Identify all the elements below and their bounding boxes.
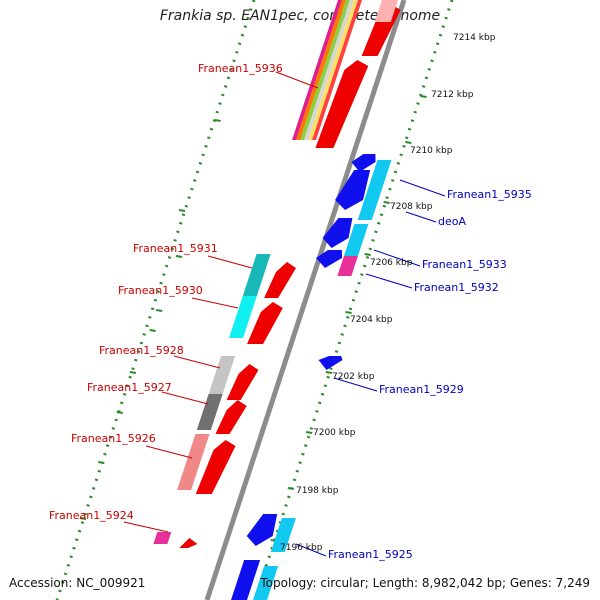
gene-franean1-5928b[interactable] (226, 364, 259, 400)
tick-dash (305, 431, 313, 434)
map-title: Frankia sp. EAN1pec, complete genome (159, 8, 441, 24)
gene-plus-a[interactable] (351, 154, 376, 172)
leader-line-minus (173, 355, 221, 369)
gene-franean1-5926[interactable] (177, 434, 210, 490)
gene-franean1-5929[interactable] (318, 356, 343, 370)
tick-dash (364, 253, 371, 256)
tick-dash (383, 201, 390, 204)
tick-dash (175, 255, 183, 258)
gene-labels: 7214 kbp 7212 kbp 7210 kbp 7208 kbp 7206 kbp… (49, 33, 532, 561)
gene-franean1-5926b[interactable] (195, 440, 236, 494)
gene-franean1-5925-a[interactable] (246, 514, 278, 546)
tick-dash (149, 329, 156, 332)
plus-strand-genes (231, 154, 392, 600)
rna-stripe[interactable] (312, 0, 362, 140)
leader-line-plus (373, 249, 421, 267)
gene-deoA[interactable] (343, 224, 369, 256)
gene-label-plus-2[interactable]: Franean1_5933 (422, 258, 507, 271)
leader-line-plus (405, 211, 437, 223)
tick-label-2: 7210 kbp (410, 146, 453, 156)
tick-dash (287, 487, 294, 490)
leader-line-plus (333, 377, 378, 392)
tick-label-4: 7206 kbp (370, 258, 413, 268)
accession-text: Accession: NC_009921 (9, 576, 146, 590)
leader-line-minus (191, 297, 239, 309)
tick-dash (98, 461, 105, 464)
tick-dash (116, 411, 123, 414)
leader-line-minus (275, 71, 319, 89)
label-leader-lines (123, 71, 446, 557)
gene-franean1-5931[interactable] (242, 254, 271, 296)
gene-label-minus-2[interactable]: Franean1_5930 (118, 284, 203, 297)
tick-marks (79, 95, 427, 542)
tick-label-7: 7200 kbp (313, 428, 356, 438)
rna-stripe[interactable] (308, 0, 358, 140)
leader-line-minus (207, 255, 253, 269)
gene-label-minus-3[interactable]: Franean1_5928 (99, 344, 184, 357)
tick-dash (178, 209, 186, 212)
tick-dash (325, 371, 333, 374)
tick-dash (214, 119, 221, 122)
gene-plus-e[interactable] (231, 560, 261, 600)
gene-franean1-5936[interactable] (315, 60, 369, 148)
leader-line-minus (145, 445, 193, 459)
tick-label-0: 7214 kbp (453, 33, 496, 43)
gene-franean1-5924b[interactable] (176, 538, 198, 548)
gene-plus-d[interactable] (316, 250, 343, 268)
tick-dash (405, 141, 412, 144)
tick-dash (345, 311, 352, 314)
gene-franean1-5930b[interactable] (247, 302, 283, 344)
gene-label-plus-4[interactable]: Franean1_5929 (379, 383, 464, 396)
gene-label-plus-1[interactable]: deoA (438, 215, 466, 228)
rna-stripe[interactable] (292, 0, 342, 140)
gene-franean1-5931b[interactable] (264, 262, 296, 298)
genome-summary-text: Topology: circular; Length: 8,982,042 bp… (260, 576, 590, 590)
tick-label-3: 7208 kbp (390, 202, 433, 212)
rna-stripe[interactable] (304, 0, 354, 140)
gene-franean1-5935[interactable] (357, 160, 392, 220)
gene-franean1-5932[interactable] (337, 256, 358, 276)
minus-strand-genes (153, 0, 401, 548)
rna-stripe[interactable] (296, 0, 346, 140)
rna-stripe[interactable] (300, 0, 350, 140)
gene-label-plus-0[interactable]: Franean1_5935 (447, 188, 532, 201)
outer-dot-ring (253, 0, 454, 600)
gene-franean1-5925[interactable] (270, 518, 296, 552)
gene-franean1-5924[interactable] (153, 532, 172, 544)
leader-line-plus (365, 273, 413, 289)
gene-plus-b[interactable] (335, 170, 371, 210)
tick-label-5: 7204 kbp (350, 315, 393, 325)
tick-dash (156, 309, 163, 312)
tick-label-8: 7198 kbp (296, 486, 339, 496)
gene-pink-top[interactable] (374, 0, 398, 22)
leader-line-minus (161, 391, 209, 405)
tick-dash (420, 95, 427, 98)
gene-plus-f[interactable] (253, 566, 279, 600)
tick-dash (129, 371, 137, 374)
tick-dot-rings (55, 0, 454, 600)
leader-line-plus (399, 179, 446, 197)
gene-franean1-5930[interactable] (229, 296, 257, 338)
gene-label-plus-5[interactable]: Franean1_5925 (328, 548, 413, 561)
tick-label-1: 7212 kbp (431, 90, 474, 100)
gene-label-minus-1[interactable]: Franean1_5931 (133, 242, 218, 255)
inner-dot-ring (55, 0, 256, 600)
gene-franean1-5927b[interactable] (215, 400, 247, 434)
gene-franean1-5927[interactable] (196, 394, 223, 430)
tick-label-6: 7202 kbp (332, 372, 375, 382)
gene-plus-c[interactable] (322, 218, 353, 248)
gene-label-minus-5[interactable]: Franean1_5926 (71, 432, 156, 445)
gene-label-minus-0[interactable]: Franean1_5936 (198, 62, 283, 75)
genome-backbone (204, 0, 407, 600)
leader-line-plus (295, 543, 327, 557)
tick-dash (79, 517, 87, 520)
gene-label-minus-6[interactable]: Franean1_5924 (49, 509, 134, 522)
leader-line-minus (123, 521, 169, 533)
gene-label-plus-3[interactable]: Franean1_5932 (414, 281, 499, 294)
gene-label-minus-4[interactable]: Franean1_5927 (87, 381, 172, 394)
gene-franean1-5928[interactable] (208, 356, 236, 394)
tick-label-9: 7196 kbp (280, 543, 323, 553)
